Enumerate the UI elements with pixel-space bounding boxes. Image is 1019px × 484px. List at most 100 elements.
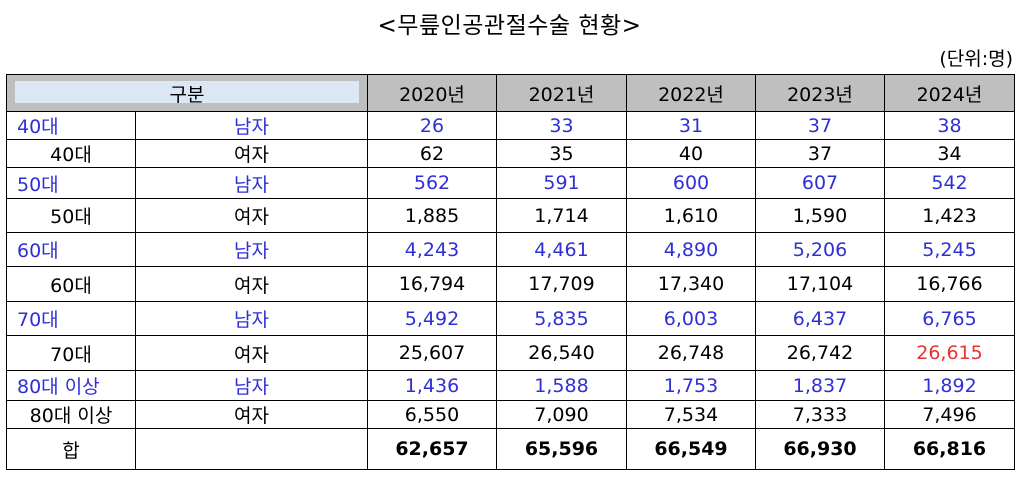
table-row: 50대 여자 1,885 1,714 1,610 1,590 1,423 bbox=[6, 198, 1015, 233]
sex-cell: 남자 bbox=[135, 111, 368, 140]
value-cell: 34 bbox=[884, 139, 1015, 168]
value-cell: 562 bbox=[367, 167, 497, 199]
value-cell: 591 bbox=[496, 167, 627, 199]
header-category-label: 구분 bbox=[169, 83, 205, 106]
age-cell: 70대 bbox=[6, 301, 136, 336]
header-year: 2021년 bbox=[496, 74, 627, 112]
header-year: 2024년 bbox=[884, 74, 1015, 112]
header-year: 2022년 bbox=[626, 74, 756, 112]
table-row: 70대 남자 5,492 5,835 6,003 6,437 6,765 bbox=[6, 301, 1015, 336]
sex-cell: 여자 bbox=[135, 335, 368, 371]
value-cell: 5,245 bbox=[884, 232, 1015, 267]
value-cell: 26 bbox=[367, 111, 497, 140]
data-table: 구분 2020년 2021년 2022년 2023년 2024년 40대 남자 … bbox=[6, 74, 1015, 470]
table-row: 80대 이상 여자 6,550 7,090 7,534 7,333 7,496 bbox=[6, 400, 1015, 429]
age-cell: 40대 bbox=[6, 139, 136, 168]
value-cell: 5,835 bbox=[496, 301, 627, 336]
table-row: 50대 남자 562 591 600 607 542 bbox=[6, 167, 1015, 199]
value-cell: 37 bbox=[755, 111, 885, 140]
value-cell: 25,607 bbox=[367, 335, 497, 371]
value-cell: 17,104 bbox=[755, 266, 885, 302]
table-row: 60대 남자 4,243 4,461 4,890 5,206 5,245 bbox=[6, 232, 1015, 267]
value-cell: 600 bbox=[626, 167, 756, 199]
value-cell: 1,590 bbox=[755, 198, 885, 233]
value-cell: 1,610 bbox=[626, 198, 756, 233]
value-cell: 33 bbox=[496, 111, 627, 140]
value-cell: 1,837 bbox=[755, 370, 885, 401]
sex-cell: 남자 bbox=[135, 370, 368, 401]
value-cell: 17,340 bbox=[626, 266, 756, 302]
category-box bbox=[15, 81, 359, 103]
value-cell: 1,753 bbox=[626, 370, 756, 401]
total-value-cell: 62,657 bbox=[367, 428, 497, 470]
value-cell: 607 bbox=[755, 167, 885, 199]
value-cell: 7,534 bbox=[626, 400, 756, 429]
table-row: 60대 여자 16,794 17,709 17,340 17,104 16,76… bbox=[6, 266, 1015, 302]
value-cell: 1,423 bbox=[884, 198, 1015, 233]
value-cell: 17,709 bbox=[496, 266, 627, 302]
age-cell: 60대 bbox=[6, 266, 136, 302]
table-row: 70대 여자 25,607 26,540 26,748 26,742 26,61… bbox=[6, 335, 1015, 371]
sex-cell: 남자 bbox=[135, 232, 368, 267]
total-row: 합 62,657 65,596 66,549 66,930 66,816 bbox=[6, 428, 1015, 470]
sex-cell: 여자 bbox=[135, 139, 368, 168]
sex-cell: 여자 bbox=[135, 266, 368, 302]
age-cell: 50대 bbox=[6, 167, 136, 199]
value-cell-highlight: 26,615 bbox=[884, 335, 1015, 371]
value-cell: 1,714 bbox=[496, 198, 627, 233]
sex-cell: 남자 bbox=[135, 301, 368, 336]
header-year: 2020년 bbox=[367, 74, 497, 112]
age-cell: 80대 이상 bbox=[6, 400, 136, 429]
header-year: 2023년 bbox=[755, 74, 885, 112]
value-cell: 4,243 bbox=[367, 232, 497, 267]
value-cell: 1,588 bbox=[496, 370, 627, 401]
header-category: 구분 bbox=[6, 74, 368, 112]
age-cell: 70대 bbox=[6, 335, 136, 371]
value-cell: 31 bbox=[626, 111, 756, 140]
value-cell: 4,461 bbox=[496, 232, 627, 267]
header-row: 구분 2020년 2021년 2022년 2023년 2024년 bbox=[6, 74, 1015, 112]
page-title: <무릎인공관절수술 현황> bbox=[377, 13, 642, 39]
value-cell: 6,765 bbox=[884, 301, 1015, 336]
total-value-cell: 66,549 bbox=[626, 428, 756, 470]
total-label: 합 bbox=[6, 428, 136, 470]
value-cell: 6,437 bbox=[755, 301, 885, 336]
value-cell: 6,003 bbox=[626, 301, 756, 336]
table-row: 40대 여자 62 35 40 37 34 bbox=[6, 139, 1015, 168]
value-cell: 26,540 bbox=[496, 335, 627, 371]
value-cell: 37 bbox=[755, 139, 885, 168]
table-row: 40대 남자 26 33 31 37 38 bbox=[6, 111, 1015, 140]
total-value-cell: 66,930 bbox=[755, 428, 885, 470]
value-cell: 26,742 bbox=[755, 335, 885, 371]
value-cell: 4,890 bbox=[626, 232, 756, 267]
value-cell: 40 bbox=[626, 139, 756, 168]
value-cell: 5,206 bbox=[755, 232, 885, 267]
value-cell: 6,550 bbox=[367, 400, 497, 429]
value-cell: 1,885 bbox=[367, 198, 497, 233]
total-empty-cell bbox=[135, 428, 368, 470]
value-cell: 26,748 bbox=[626, 335, 756, 371]
value-cell: 1,436 bbox=[367, 370, 497, 401]
total-value-cell: 65,596 bbox=[496, 428, 627, 470]
value-cell: 542 bbox=[884, 167, 1015, 199]
value-cell: 7,333 bbox=[755, 400, 885, 429]
value-cell: 7,496 bbox=[884, 400, 1015, 429]
table-row: 80대 이상 남자 1,436 1,588 1,753 1,837 1,892 bbox=[6, 370, 1015, 401]
unit-label: (단위:명) bbox=[939, 48, 1013, 70]
value-cell: 1,892 bbox=[884, 370, 1015, 401]
value-cell: 16,766 bbox=[884, 266, 1015, 302]
total-value-cell: 66,816 bbox=[884, 428, 1015, 470]
sex-cell: 남자 bbox=[135, 167, 368, 199]
value-cell: 16,794 bbox=[367, 266, 497, 302]
sex-cell: 여자 bbox=[135, 198, 368, 233]
age-cell: 80대 이상 bbox=[6, 370, 136, 401]
value-cell: 35 bbox=[496, 139, 627, 168]
age-cell: 60대 bbox=[6, 232, 136, 267]
value-cell: 7,090 bbox=[496, 400, 627, 429]
sex-cell: 여자 bbox=[135, 400, 368, 429]
value-cell: 5,492 bbox=[367, 301, 497, 336]
value-cell: 38 bbox=[884, 111, 1015, 140]
value-cell: 62 bbox=[367, 139, 497, 168]
age-cell: 50대 bbox=[6, 198, 136, 233]
age-cell: 40대 bbox=[6, 111, 136, 140]
